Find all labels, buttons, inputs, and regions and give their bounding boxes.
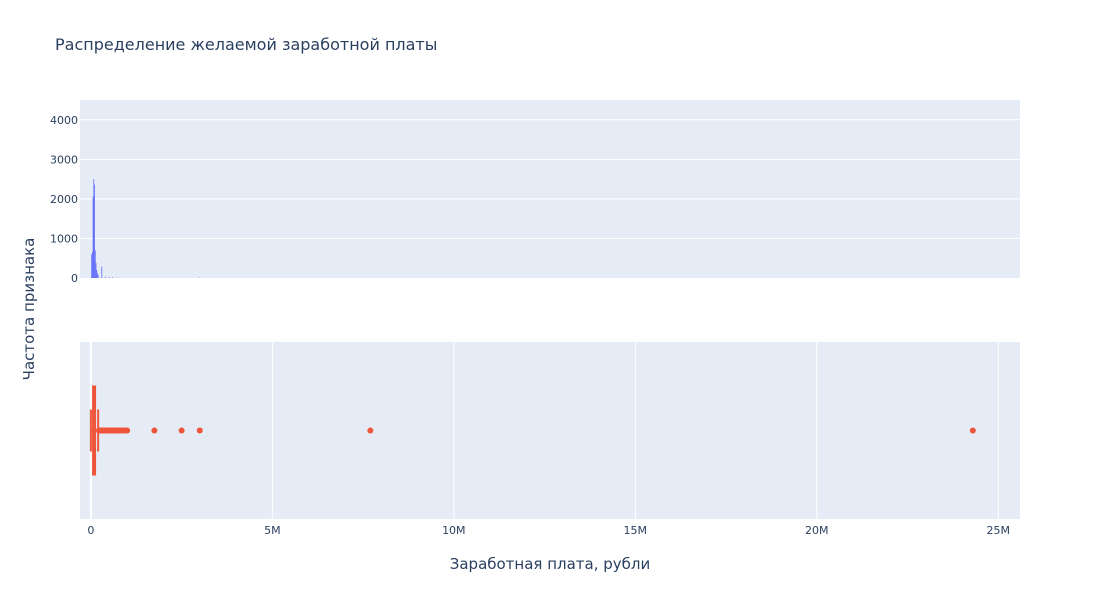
chart-title: Распределение желаемой заработной платы (55, 35, 437, 54)
x-tick-label: 0 (87, 524, 94, 537)
histogram-y-tick-label: 0 (71, 272, 78, 285)
box-outlier-point (367, 427, 374, 434)
histogram-bar (91, 251, 93, 278)
histogram-bars (91, 179, 201, 278)
boxplot-series (89, 385, 100, 476)
box-outlier-point (151, 427, 158, 434)
x-tick-labels: 0 5M 10M 15M 20M 25M (87, 524, 1010, 537)
histogram-gridlines (80, 119, 1020, 239)
histogram-bar (101, 266, 103, 278)
box-outlier-point (124, 427, 131, 434)
box-outlier-point (178, 427, 185, 434)
x-tick-label: 5M (264, 524, 281, 537)
histogram-y-tick-label: 3000 (50, 153, 78, 166)
y-axis-title: Частота признака (20, 238, 38, 381)
histogram-bar (97, 274, 99, 278)
x-tick-label: 20M (805, 524, 829, 537)
histogram-bar (94, 184, 95, 278)
histogram-bar (92, 196, 94, 278)
histogram-y-tick-labels: 0 1000 2000 3000 4000 (50, 114, 78, 285)
histogram-bar (108, 277, 110, 278)
histogram-bar (91, 254, 93, 278)
histogram-bar (95, 262, 97, 278)
box-outlier-point (969, 427, 976, 434)
histogram-bar (97, 273, 98, 278)
boxplot-plot-area (80, 342, 1020, 519)
histogram-plot-area (80, 100, 1020, 278)
boxplot-outliers (95, 427, 976, 434)
histogram-y-tick-label: 1000 (50, 232, 78, 245)
histogram-bar (94, 250, 96, 278)
histogram-bar (105, 276, 106, 278)
histogram-y-tick-label: 4000 (50, 114, 78, 127)
box-outlier-point (196, 427, 203, 434)
histogram-bar (112, 277, 114, 278)
histogram-bar (199, 277, 201, 278)
x-axis-title: Заработная плата, рубли (450, 555, 651, 573)
x-tick-label: 15M (624, 524, 648, 537)
x-tick-label: 10M (442, 524, 466, 537)
x-tick-label: 25M (986, 524, 1010, 537)
histogram-bar (93, 179, 95, 278)
histogram-y-tick-label: 2000 (50, 193, 78, 206)
histogram-bar (96, 270, 98, 278)
